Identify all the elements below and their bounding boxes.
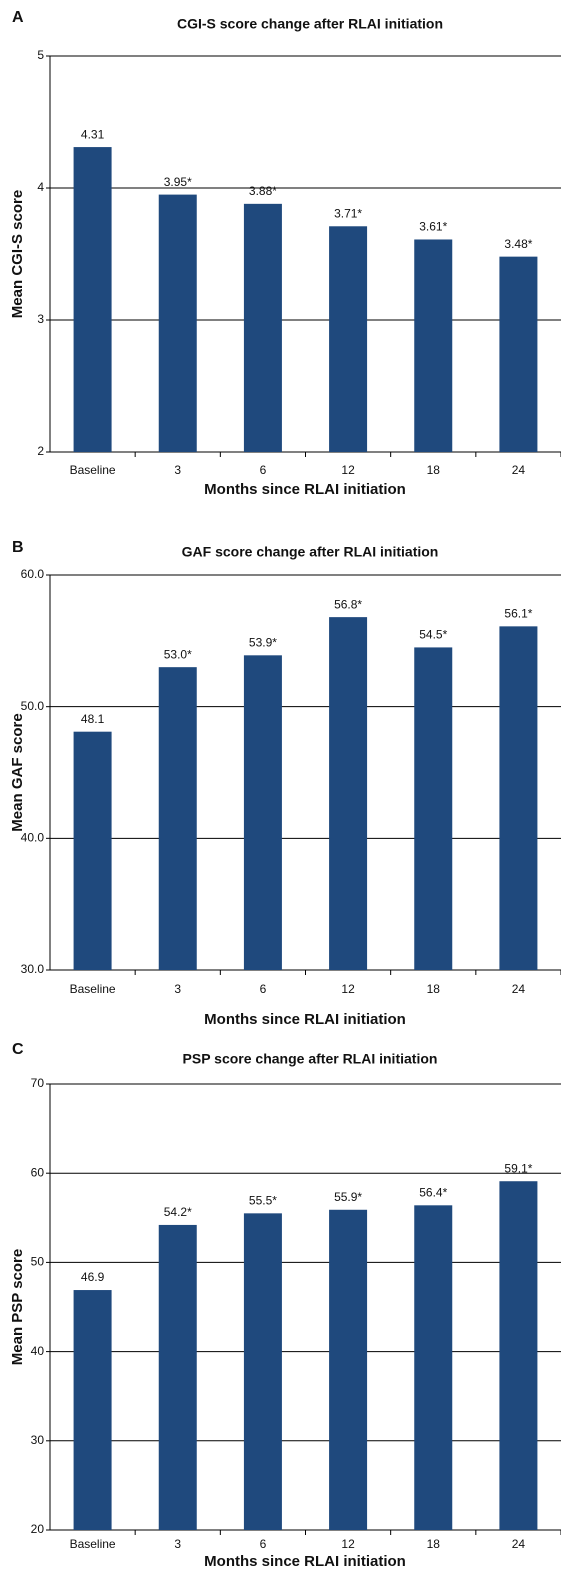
bar <box>243 203 282 452</box>
panel-letter: A <box>12 9 24 26</box>
value-label: 56.8* <box>334 597 362 611</box>
value-label: 48.1 <box>81 712 105 726</box>
y-tick-label: 70 <box>31 1076 45 1090</box>
x-tick-label: Baseline <box>70 982 116 996</box>
x-axis-label: Months since RLAI initiation <box>204 1011 406 1028</box>
value-label: 55.5* <box>249 1194 277 1208</box>
y-tick-label: 20 <box>31 1522 45 1536</box>
bar <box>499 1181 538 1530</box>
value-label: 59.1* <box>504 1161 532 1175</box>
bar <box>414 647 453 970</box>
value-label: 3.48* <box>504 237 532 251</box>
x-axis-label: Months since RLAI initiation <box>204 481 406 498</box>
bar <box>499 626 538 970</box>
y-tick-label: 50.0 <box>21 699 45 713</box>
chart-title: CGI-S score change after RLAI initiation <box>177 16 443 32</box>
x-tick-label: 18 <box>427 463 441 477</box>
x-tick-label: 24 <box>512 982 526 996</box>
value-label: 3.95* <box>164 175 192 189</box>
bar <box>158 194 197 452</box>
y-tick-label: 60.0 <box>21 567 45 581</box>
value-label: 53.9* <box>249 635 277 649</box>
x-axis-label: Months since RLAI initiation <box>204 1553 406 1570</box>
y-tick-label: 40 <box>31 1344 45 1358</box>
y-tick-label: 40.0 <box>21 831 45 845</box>
y-tick-label: 3 <box>37 312 44 326</box>
value-label: 55.9* <box>334 1190 362 1204</box>
y-axis-label: Mean CGI-S score <box>9 190 26 318</box>
x-tick-label: Baseline <box>70 463 116 477</box>
y-tick-label: 60 <box>31 1165 45 1179</box>
bar <box>414 1205 453 1530</box>
bar <box>414 239 453 452</box>
x-tick-label: 12 <box>341 463 355 477</box>
x-tick-label: 6 <box>260 982 267 996</box>
bar <box>499 256 538 452</box>
bar <box>329 617 368 970</box>
x-tick-label: 12 <box>341 1537 355 1551</box>
value-label: 3.61* <box>419 220 447 234</box>
chart-title: GAF score change after RLAI initiation <box>182 544 439 560</box>
value-label: 4.31 <box>81 127 105 141</box>
x-tick-label: 24 <box>512 463 526 477</box>
bar <box>73 1290 112 1530</box>
value-label: 3.88* <box>249 184 277 198</box>
chart-title: PSP score change after RLAI initiation <box>183 1051 438 1067</box>
y-tick-label: 30.0 <box>21 962 45 976</box>
x-tick-label: 6 <box>260 463 267 477</box>
x-tick-label: Baseline <box>70 1537 116 1551</box>
x-tick-label: 3 <box>174 1537 181 1551</box>
bar <box>158 1224 197 1530</box>
value-label: 53.0* <box>164 647 192 661</box>
y-tick-label: 50 <box>31 1255 45 1269</box>
x-tick-label: 24 <box>512 1537 526 1551</box>
y-tick-label: 5 <box>37 48 44 62</box>
value-label: 56.4* <box>419 1185 447 1199</box>
bar <box>73 147 112 452</box>
value-label: 3.71* <box>334 206 362 220</box>
bar <box>243 655 282 970</box>
y-axis-label: Mean PSP score <box>9 1249 26 1365</box>
value-label: 56.1* <box>504 607 532 621</box>
value-label: 54.5* <box>419 628 447 642</box>
x-tick-label: 6 <box>260 1537 267 1551</box>
x-tick-label: 12 <box>341 982 355 996</box>
panel-letter: C <box>12 1041 24 1058</box>
y-tick-label: 30 <box>31 1433 45 1447</box>
value-label: 46.9 <box>81 1270 105 1284</box>
bar <box>73 731 112 970</box>
x-tick-label: 18 <box>427 1537 441 1551</box>
bar <box>243 1213 282 1530</box>
panel-letter: B <box>12 539 24 556</box>
x-tick-label: 18 <box>427 982 441 996</box>
y-axis-label: Mean GAF score <box>9 713 26 831</box>
y-tick-label: 2 <box>37 444 44 458</box>
bar <box>329 226 368 452</box>
bar <box>158 667 197 970</box>
x-tick-label: 3 <box>174 463 181 477</box>
value-label: 54.2* <box>164 1205 192 1219</box>
x-tick-label: 3 <box>174 982 181 996</box>
bar <box>329 1209 368 1530</box>
y-tick-label: 4 <box>37 180 44 194</box>
